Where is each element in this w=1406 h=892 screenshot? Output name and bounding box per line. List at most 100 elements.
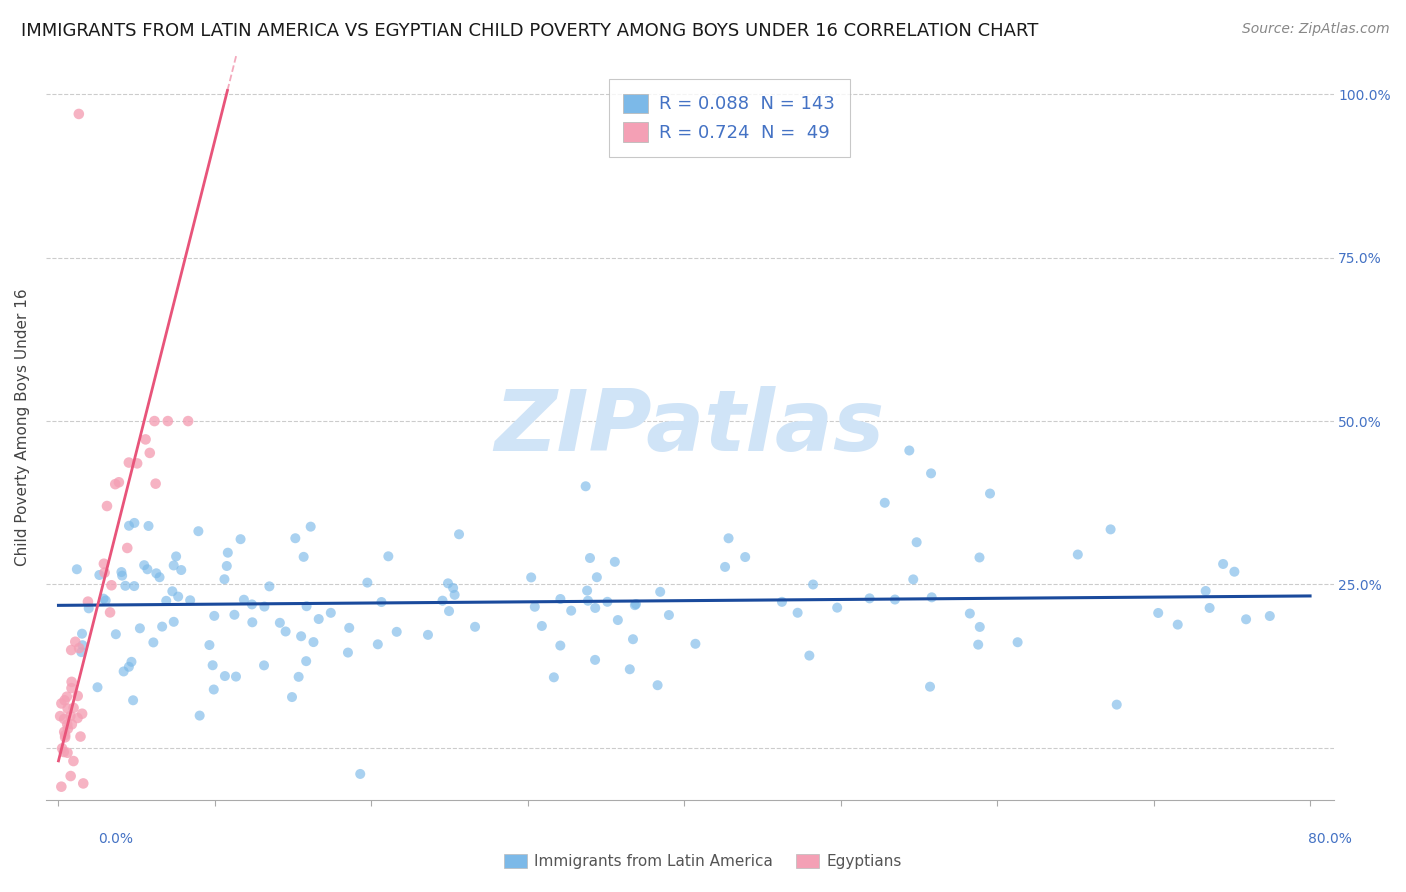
Point — [586, 570, 609, 584]
Point — [550, 592, 572, 607]
Point — [825, 600, 848, 615]
Point — [69, 730, 91, 744]
Point — [349, 767, 371, 781]
Point — [647, 678, 669, 692]
Text: ZIPatlas: ZIPatlas — [495, 386, 884, 469]
Point — [284, 531, 307, 545]
Point — [124, 516, 146, 530]
Point — [576, 593, 599, 607]
Point — [66, 562, 89, 576]
Point — [621, 632, 644, 647]
Point — [583, 601, 606, 615]
Point — [67, 641, 90, 656]
Point — [66, 711, 89, 725]
Point — [198, 638, 221, 652]
Point — [295, 599, 318, 614]
Point — [163, 615, 186, 629]
Point — [770, 595, 793, 609]
Point — [118, 660, 141, 674]
Point — [287, 670, 309, 684]
Text: IMMIGRANTS FROM LATIN AMERICA VS EGYPTIAN CHILD POVERTY AMONG BOYS UNDER 16 CORR: IMMIGRANTS FROM LATIN AMERICA VS EGYPTIA… — [21, 22, 1039, 40]
Y-axis label: Child Poverty Among Boys Under 16: Child Poverty Among Boys Under 16 — [15, 289, 30, 566]
Point — [70, 645, 93, 659]
Point — [1105, 698, 1128, 712]
Point — [259, 579, 281, 593]
Point — [905, 535, 928, 549]
Point — [98, 606, 121, 620]
Point — [437, 576, 460, 591]
Text: 80.0%: 80.0% — [1308, 832, 1353, 846]
Point — [65, 634, 87, 648]
Point — [290, 629, 312, 643]
Point — [110, 565, 132, 579]
Point — [530, 619, 553, 633]
Point — [53, 728, 76, 742]
Point — [292, 549, 315, 564]
Point — [520, 570, 543, 584]
Point — [295, 654, 318, 668]
Point — [139, 446, 162, 460]
Point — [550, 639, 572, 653]
Point — [1234, 612, 1257, 626]
Point — [53, 725, 76, 739]
Point — [560, 604, 582, 618]
Point — [1167, 617, 1189, 632]
Point — [120, 655, 142, 669]
Point — [179, 593, 201, 607]
Point — [201, 658, 224, 673]
Point — [603, 555, 626, 569]
Point — [217, 546, 239, 560]
Point — [143, 414, 166, 428]
Point — [86, 680, 108, 694]
Point — [717, 531, 740, 545]
Point — [583, 653, 606, 667]
Point — [49, 799, 72, 814]
Point — [377, 549, 399, 564]
Legend: R = 0.088  N = 143, R = 0.724  N =  49: R = 0.088 N = 143, R = 0.724 N = 49 — [609, 79, 849, 157]
Point — [62, 701, 84, 715]
Point — [714, 560, 737, 574]
Point — [93, 557, 115, 571]
Point — [437, 604, 460, 618]
Point — [56, 717, 79, 731]
Point — [148, 570, 170, 584]
Point — [801, 577, 824, 591]
Point — [658, 608, 681, 623]
Point — [920, 467, 942, 481]
Point — [118, 456, 141, 470]
Point — [122, 579, 145, 593]
Point — [51, 780, 73, 794]
Point — [53, 731, 76, 745]
Point — [129, 621, 152, 635]
Point — [51, 697, 73, 711]
Point — [77, 594, 100, 608]
Point — [167, 590, 190, 604]
Point — [138, 519, 160, 533]
Point — [523, 599, 546, 614]
Point — [100, 578, 122, 592]
Point — [77, 601, 100, 615]
Point — [202, 682, 225, 697]
Point — [229, 532, 252, 546]
Point — [1099, 522, 1122, 536]
Point — [240, 598, 263, 612]
Point — [114, 579, 136, 593]
Point — [93, 566, 115, 580]
Point — [624, 597, 647, 611]
Point — [108, 475, 131, 490]
Point — [416, 628, 439, 642]
Point — [224, 607, 246, 622]
Point — [799, 648, 821, 663]
Point — [299, 519, 322, 533]
Point — [884, 592, 907, 607]
Point — [898, 443, 921, 458]
Point — [1195, 584, 1218, 599]
Text: 0.0%: 0.0% — [98, 832, 132, 846]
Point — [127, 456, 149, 470]
Point — [112, 665, 135, 679]
Point — [70, 626, 93, 640]
Point — [302, 635, 325, 649]
Point — [111, 568, 134, 582]
Point — [225, 670, 247, 684]
Point — [240, 615, 263, 630]
